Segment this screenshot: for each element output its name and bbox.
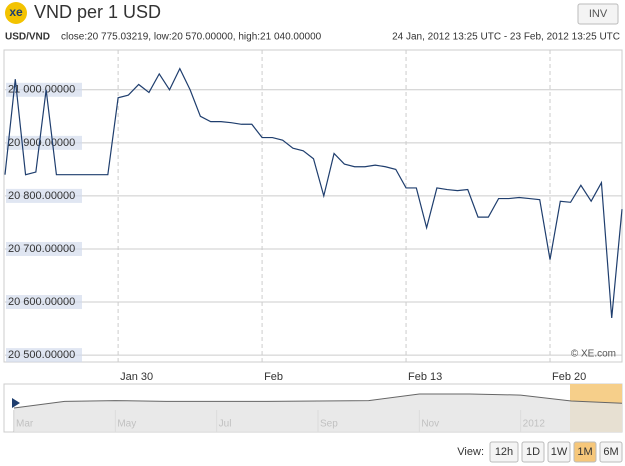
view-button[interactable] [599, 441, 623, 463]
y-tick-bg [6, 82, 82, 97]
x-tick-label: Feb [264, 371, 283, 383]
plot-area [3, 49, 623, 363]
view-button-label[interactable]: 1M [577, 446, 592, 458]
date-range: 24 Jan, 2012 13:25 UTC - 23 Feb, 2012 13… [392, 32, 620, 43]
pair: USD/VND [5, 32, 50, 43]
nav-arrow[interactable] [12, 398, 20, 408]
view-button-label[interactable]: 6M [603, 446, 618, 458]
view-button[interactable] [521, 441, 545, 463]
y-tick-label: 20 600.00000 [8, 296, 75, 308]
y-tick-bg [6, 295, 82, 310]
view-label: View: [457, 446, 484, 458]
nav-area [14, 393, 622, 432]
y-tick-label: 20 700.00000 [8, 243, 75, 255]
y-tick-bg [6, 348, 82, 363]
y-tick-bg [6, 241, 82, 256]
view-button-label[interactable]: 12h [495, 446, 513, 458]
credit: © XE.com [571, 349, 616, 360]
inv-button[interactable] [577, 3, 619, 25]
view-button[interactable] [573, 441, 597, 463]
inv-label[interactable]: INV [589, 8, 608, 20]
y-tick-label: 21 000.00000 [8, 84, 75, 96]
x-tick-label: Feb 13 [408, 371, 442, 383]
view-button[interactable] [547, 441, 571, 463]
x-tick-label: Feb 20 [552, 371, 586, 383]
stats: close:20 775.03219, low:20 570.00000, hi… [61, 32, 322, 43]
chart-title: VND per 1 USD [34, 2, 161, 22]
nav-line [13, 393, 623, 409]
logo-badge [5, 2, 27, 24]
y-tick-bg [6, 188, 82, 203]
view-button-label[interactable]: 1D [526, 446, 540, 458]
y-tick-bg [6, 135, 82, 150]
y-tick-label: 20 900.00000 [8, 137, 75, 149]
y-tick-label: 20 800.00000 [8, 190, 75, 202]
price-line [4, 67, 623, 319]
view-button[interactable] [489, 441, 519, 463]
logo: xe [9, 5, 23, 19]
y-tick-label: 20 500.00000 [8, 349, 75, 361]
x-tick-label: Jan 30 [120, 371, 153, 383]
view-button-label[interactable]: 1W [551, 446, 568, 458]
